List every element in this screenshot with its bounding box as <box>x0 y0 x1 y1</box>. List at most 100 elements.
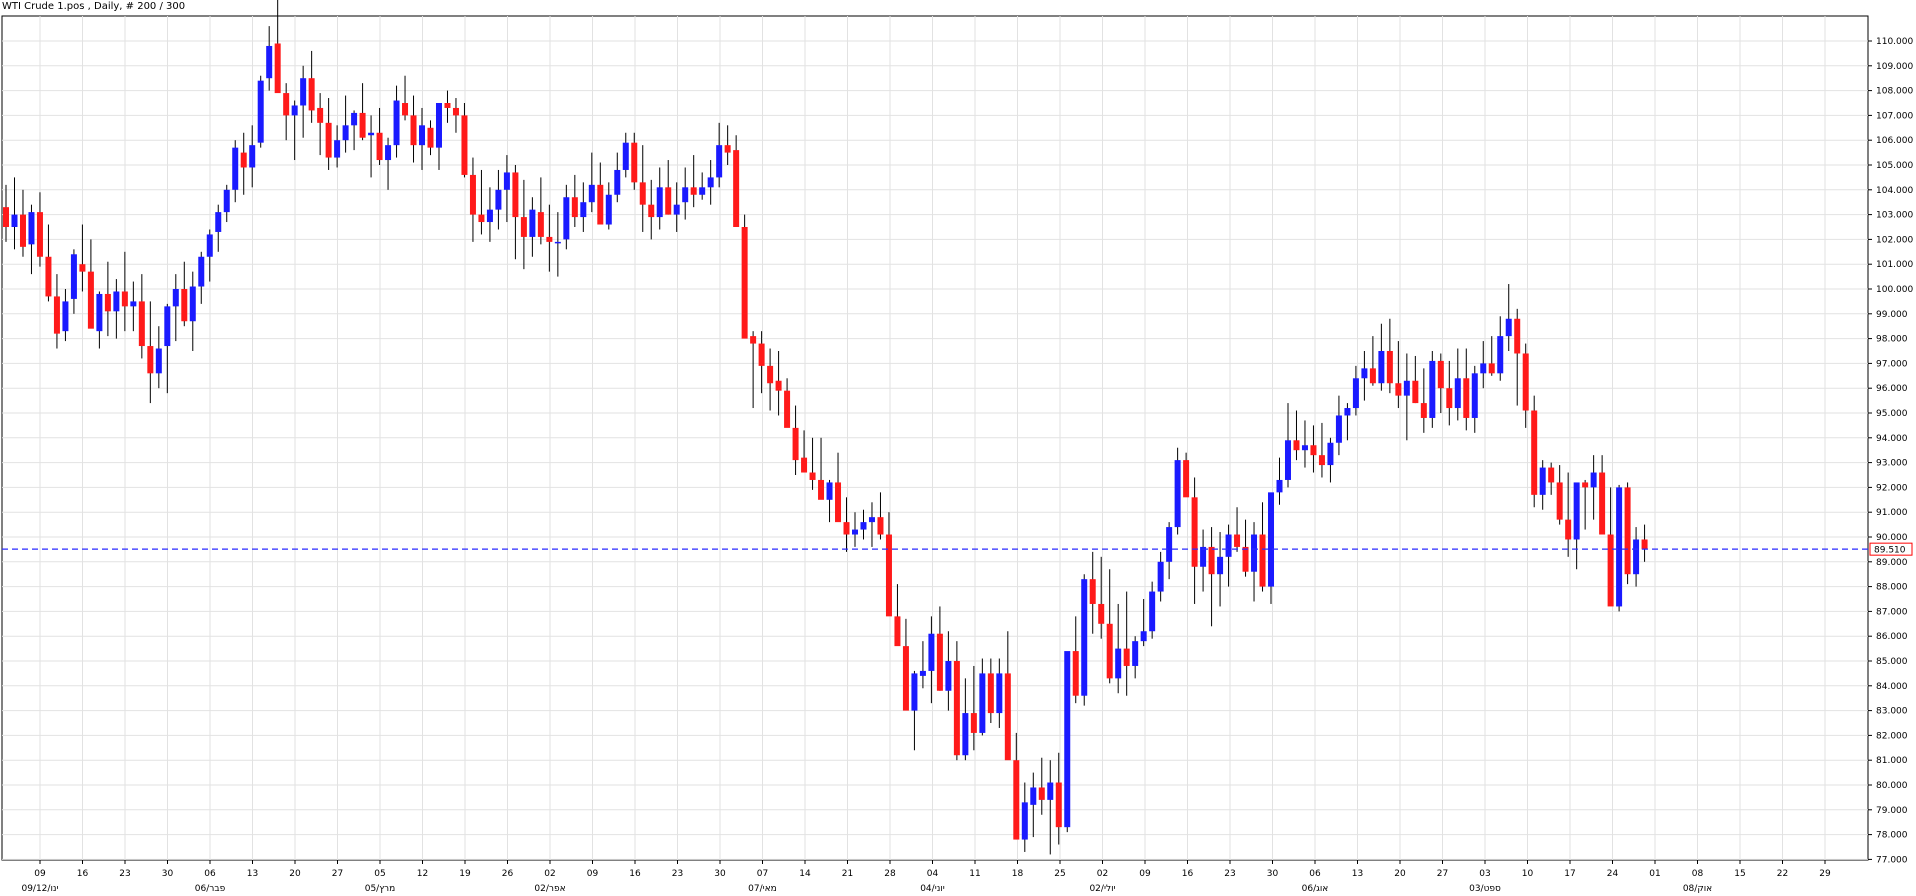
candle <box>1420 368 1427 433</box>
candle <box>96 291 103 349</box>
candle <box>486 187 493 242</box>
candle-body <box>1497 336 1504 374</box>
candle-body <box>945 661 952 691</box>
candle <box>852 512 858 547</box>
candle <box>690 155 697 208</box>
candle-body <box>1115 648 1122 679</box>
x-tick-label: 29 <box>1819 869 1831 879</box>
y-tick-label: 77.000 <box>1876 855 1908 865</box>
month-label: 08/אוק <box>1683 884 1712 894</box>
x-tick-label: 30 <box>1267 869 1279 879</box>
y-tick-label: 105.000 <box>1876 161 1913 171</box>
candle <box>1429 351 1436 428</box>
y-tick-label: 108.000 <box>1876 87 1913 97</box>
candle <box>724 125 731 165</box>
x-tick-label: 23 <box>1224 869 1235 879</box>
candle-body <box>563 197 570 240</box>
candle <box>902 618 909 711</box>
candle-body <box>223 189 230 213</box>
candle-body <box>28 212 35 245</box>
candle-body <box>104 293 111 312</box>
x-tick-label: 23 <box>119 869 130 879</box>
candle-body <box>1488 363 1495 374</box>
candle-body <box>1038 787 1045 800</box>
candle-body <box>1471 373 1478 418</box>
candle <box>597 162 604 225</box>
candle <box>580 182 587 232</box>
x-tick-label: 06 <box>1309 869 1321 879</box>
candle-body <box>962 713 969 756</box>
candle <box>665 160 672 215</box>
candle-body <box>189 286 196 322</box>
candle-body <box>784 390 791 428</box>
candle-body <box>478 214 485 223</box>
candle <box>1361 351 1368 401</box>
candle-body <box>402 103 409 116</box>
candle-body <box>206 234 213 257</box>
candle <box>1047 760 1054 855</box>
y-tick-label: 95.000 <box>1876 409 1908 419</box>
candle <box>1284 403 1291 488</box>
candle-body <box>1386 351 1393 384</box>
candle <box>130 281 137 332</box>
candle <box>393 85 400 158</box>
candle <box>444 90 451 123</box>
candle <box>588 152 595 213</box>
candle <box>885 512 892 617</box>
candle-body <box>1098 603 1105 624</box>
candle-body <box>1429 360 1436 418</box>
candle <box>45 224 52 302</box>
candle <box>1590 455 1597 520</box>
candle-body <box>1318 455 1325 466</box>
candle <box>435 103 442 170</box>
candle-body <box>359 112 366 138</box>
x-tick-label: 18 <box>1012 869 1024 879</box>
candle-body <box>1641 539 1648 550</box>
candle <box>359 83 366 141</box>
y-tick-label: 79.000 <box>1876 806 1908 816</box>
candle <box>1038 757 1045 815</box>
x-tick-label: 08 <box>1692 869 1704 879</box>
candle <box>1123 591 1130 696</box>
candle-body <box>325 122 332 158</box>
x-tick-label: 25 <box>1054 869 1065 879</box>
candle <box>614 152 621 203</box>
candle-body <box>656 187 663 218</box>
candle-body <box>1480 363 1487 374</box>
candle-body <box>1140 631 1147 642</box>
candle <box>953 641 960 761</box>
candle-body <box>860 522 867 530</box>
y-tick-label: 100.000 <box>1876 285 1913 295</box>
candle-body <box>1089 579 1096 604</box>
month-label: 09/12/ינו <box>21 884 58 894</box>
candle <box>826 479 833 523</box>
month-label: 07/מאי <box>748 884 777 894</box>
candle <box>1369 336 1376 386</box>
candle-body <box>1505 318 1512 337</box>
candle <box>1514 308 1521 406</box>
candle <box>801 430 808 473</box>
candle-body <box>1573 482 1580 540</box>
candle <box>1098 556 1105 639</box>
candle-body <box>512 172 519 218</box>
candle-body <box>1548 467 1555 483</box>
candle-body <box>53 296 60 334</box>
candle-body <box>232 147 239 190</box>
x-tick-label: 15 <box>1734 869 1745 879</box>
y-tick-label: 81.000 <box>1876 756 1908 766</box>
candle <box>79 224 86 292</box>
y-tick-label: 104.000 <box>1876 186 1913 196</box>
candle-body <box>486 209 493 223</box>
candle <box>1505 284 1512 351</box>
candle <box>563 184 570 250</box>
candle-body <box>1454 378 1461 409</box>
candle <box>919 641 926 689</box>
candle-body <box>70 254 77 299</box>
candle <box>818 437 825 500</box>
candle <box>1174 447 1181 535</box>
candle <box>1378 323 1385 391</box>
candle-body <box>877 517 884 535</box>
y-tick-label: 86.000 <box>1876 632 1908 642</box>
candle <box>1251 522 1258 602</box>
